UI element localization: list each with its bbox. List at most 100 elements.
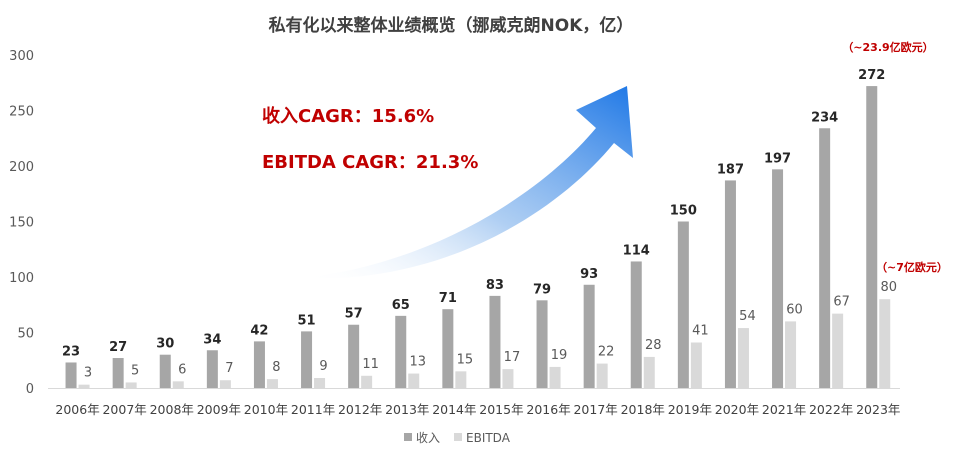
bar-revenue [583,284,595,388]
x-tick-label: 2017年 [573,402,617,417]
bar-ebitda-value: 19 [551,348,568,363]
bar-revenue-value: 34 [203,332,221,347]
bar-ebitda-value: 6 [178,362,186,377]
bar-ebitda-value: 5 [131,363,139,378]
x-tick-label: 2021年 [762,402,806,417]
bar-revenue [348,324,360,388]
bar-revenue [253,341,265,388]
bar-revenue [724,180,736,388]
x-tick-label: 2013年 [385,402,429,417]
bar-revenue [819,128,831,388]
bar-ebitda-value: 67 [833,295,850,310]
bar-revenue-value: 114 [623,243,650,258]
x-tick-label: 2019年 [668,402,712,417]
bar-revenue-value: 51 [298,313,316,328]
bar-revenue-value: 57 [345,307,363,322]
y-tick-label: 250 [9,105,34,120]
bar-revenue-value: 23 [62,344,80,359]
bar-ebitda-value: 60 [786,302,803,317]
bar-revenue [301,331,313,388]
bar-ebitda-value: 8 [272,360,280,375]
x-tick-label: 2018年 [621,402,665,417]
bar-revenue-value: 71 [439,291,457,306]
y-tick-label: 100 [9,271,34,286]
bar-ebitda [125,382,137,388]
bar-ebitda-value: 17 [504,350,521,365]
bar-ebitda [172,381,184,388]
bar-ebitda [502,369,514,388]
bar-revenue-value: 83 [486,278,504,293]
bar-ebitda-value: 3 [84,366,92,381]
bar-ebitda [78,384,90,388]
bar-ebitda-value: 13 [409,355,426,370]
legend-swatch [404,433,412,441]
bar-ebitda [219,380,231,388]
bar-revenue-value: 65 [392,298,410,313]
x-tick-label: 2011年 [291,402,335,417]
bar-ebitda [879,299,891,388]
y-tick-label: 50 [17,327,34,342]
bar-ebitda [785,321,797,388]
bars: 23 3 27 5 30 6 34 7 42 8 51 9 57 11 65 13 71 15 83 17 79 19 93… [62,68,897,388]
bar-revenue-value: 150 [670,204,697,219]
bar-ebitda [690,342,702,388]
x-tick-label: 2015年 [479,402,523,417]
chart-title: 私有化以来整体业绩概览（挪威克朗NOK，亿） [269,15,634,36]
bar-revenue [442,309,454,388]
bar-revenue-value: 79 [533,282,551,297]
bar-ebitda-value: 7 [225,361,233,376]
bar-ebitda [643,356,655,388]
y-tick-label: 200 [9,160,34,175]
bar-ebitda-value: 11 [362,357,379,372]
bar-ebitda [314,378,326,388]
bar-ebitda-value: 41 [692,323,709,338]
x-tick-label: 2014年 [432,402,476,417]
bar-ebitda-value: 22 [598,345,615,360]
bar-revenue [112,358,124,388]
bar-ebitda-value: 15 [457,352,474,367]
x-tick-label: 2010年 [244,402,288,417]
bar-revenue [772,169,784,388]
x-tick-label: 2020年 [715,402,759,417]
bar-revenue-value: 197 [764,151,791,166]
legend: 收入 EBITDA [404,431,511,445]
bar-revenue [630,261,642,388]
bar-ebitda-value: 80 [880,280,897,295]
y-tick-label: 0 [26,382,34,397]
bar-revenue [536,300,548,388]
bar-ebitda [737,328,749,388]
bar-revenue [159,354,171,388]
bar-ebitda [361,375,373,388]
x-tick-label: 2009年 [197,402,241,417]
bar-ebitda-value: 28 [645,338,662,353]
bar-revenue-value: 27 [109,340,127,355]
bar-revenue [65,362,77,388]
bar-revenue-value: 272 [858,68,885,83]
bar-revenue [866,86,878,388]
y-tick-label: 150 [9,216,34,231]
bar-revenue [677,221,689,388]
revenue-note-label: （~23.9亿欧元） [842,40,933,54]
bar-ebitda [408,373,420,388]
x-tick-label: 2012年 [338,402,382,417]
growth-arrow-icon [300,86,633,279]
x-axis: 2006年 2007年 2008年 2009年 2010年 2011年 2012年 2013年… [55,402,900,417]
x-tick-label: 2023年 [856,402,900,417]
bar-revenue-value: 30 [156,337,174,352]
y-axis: 0 50 100 150 200 250 300 [9,49,34,397]
bar-ebitda-value: 9 [319,359,327,374]
x-tick-label: 2007年 [102,402,146,417]
bar-revenue-value: 234 [811,110,838,125]
ebitda-note-label: （~7亿欧元） [876,260,948,274]
x-tick-label: 2008年 [150,402,194,417]
cagr-revenue-label: 收入CAGR：15.6% [262,105,434,127]
bar-ebitda-value: 54 [739,309,756,324]
bar-revenue-value: 42 [250,323,268,338]
bar-ebitda [455,371,467,388]
x-tick-label: 2022年 [809,402,853,417]
x-tick-label: 2006年 [55,402,99,417]
legend-label: EBITDA [466,431,511,445]
bar-revenue-value: 187 [717,162,744,177]
bar-revenue [395,315,407,388]
